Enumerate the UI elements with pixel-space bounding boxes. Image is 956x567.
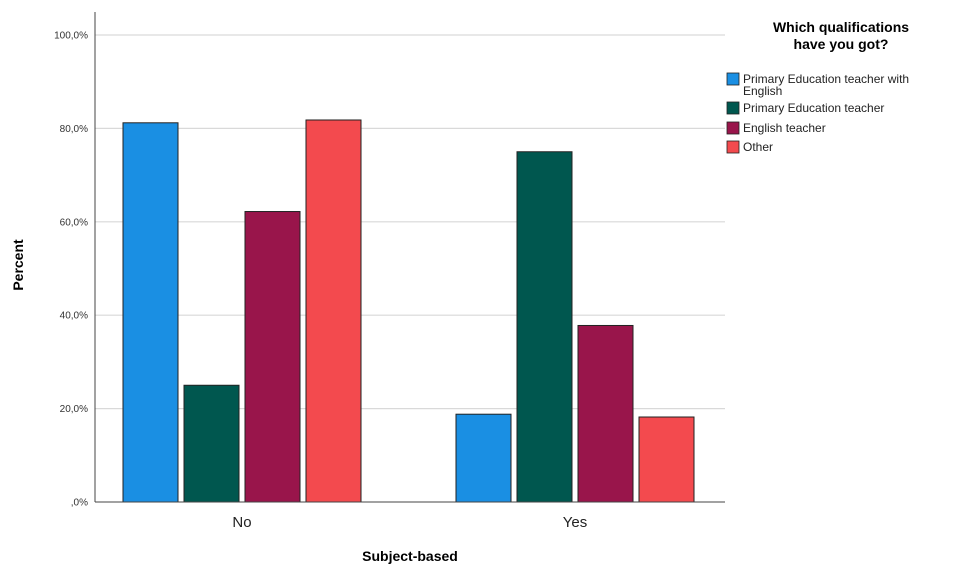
x-tick-label: No [232,514,251,531]
x-axis-categories: No Yes [232,514,587,531]
legend: Which qualifications have you got? Prima… [726,19,909,154]
bars [122,119,695,503]
legend-label: English [743,84,782,98]
y-tick-label: ,0% [71,498,88,509]
y-axis-ticks: ,0% 20,0% 40,0% 60,0% 80,0% 100,0% [54,31,88,509]
legend-label: Other [743,140,773,154]
y-tick-label: 20,0% [60,404,88,415]
legend-swatch [726,140,740,154]
bar [305,119,362,503]
y-tick-label: 40,0% [60,311,88,322]
bar [516,151,573,503]
y-tick-label: 100,0% [54,31,88,42]
y-axis-title: Percent [10,239,26,291]
legend-swatch [726,72,740,86]
legend-title-line-2: have you got? [794,36,889,52]
bar [122,122,179,503]
bar [455,413,512,503]
y-tick-label: 60,0% [60,217,88,228]
bar [638,416,695,503]
legend-title-line-1: Which qualifications [773,19,909,35]
legend-swatch [726,101,740,115]
x-axis-title: Subject-based [362,548,458,564]
bar [244,211,301,503]
y-tick-label: 80,0% [60,124,88,135]
legend-label: Primary Education teacher [743,101,884,115]
x-tick-label: Yes [563,514,587,531]
bar [183,384,240,503]
legend-label: English teacher [743,121,826,135]
legend-swatch [726,121,740,135]
legend-label: Primary Education teacher with [743,72,909,86]
bar [577,324,634,503]
